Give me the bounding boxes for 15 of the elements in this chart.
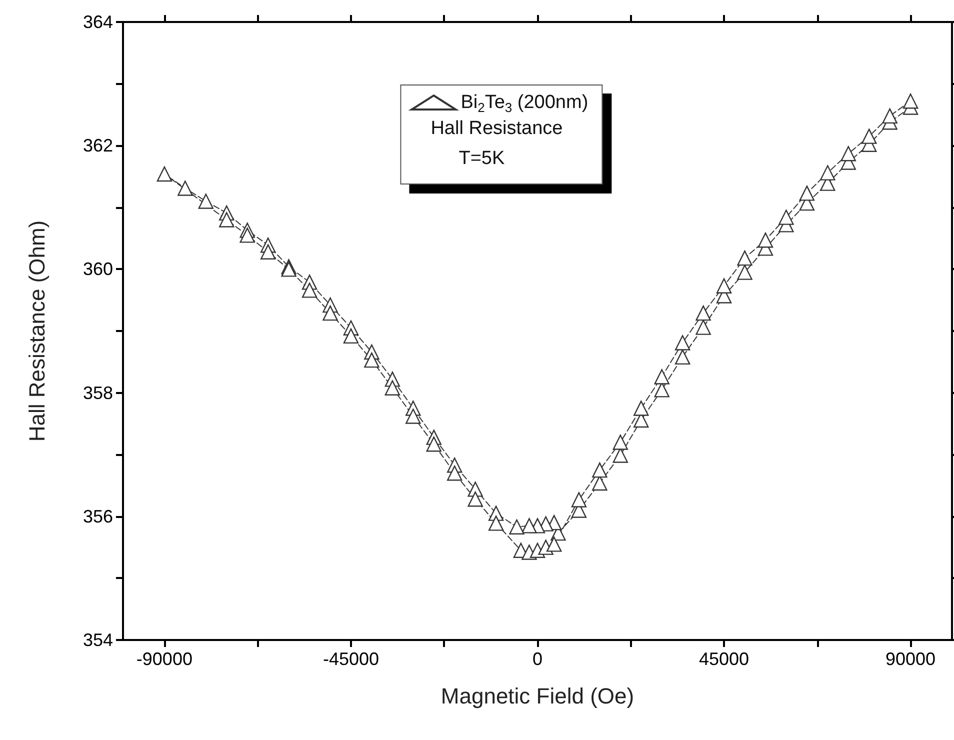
y-tick-label: 360 xyxy=(82,259,113,280)
x-tick-label: -45000 xyxy=(322,649,380,669)
y-tick-label: 364 xyxy=(82,12,113,32)
x-tick-label: 90000 xyxy=(886,649,936,669)
annotation: T=5K xyxy=(458,148,505,169)
x-tick-label: 45000 xyxy=(698,649,750,669)
annotation: Hall Resistance xyxy=(430,118,563,139)
x-axis-title: Magnetic Field (Oe) xyxy=(440,684,634,708)
x-tick-label: 0 xyxy=(532,649,543,669)
x-tick-label: -90000 xyxy=(136,649,192,669)
y-axis-title: Hall Resistance (Ohm) xyxy=(24,220,50,442)
y-tick-label: 358 xyxy=(82,382,113,403)
y-tick-label: 354 xyxy=(82,630,113,650)
y-tick-label: 362 xyxy=(82,136,113,156)
y-tick-label: 356 xyxy=(82,506,113,526)
